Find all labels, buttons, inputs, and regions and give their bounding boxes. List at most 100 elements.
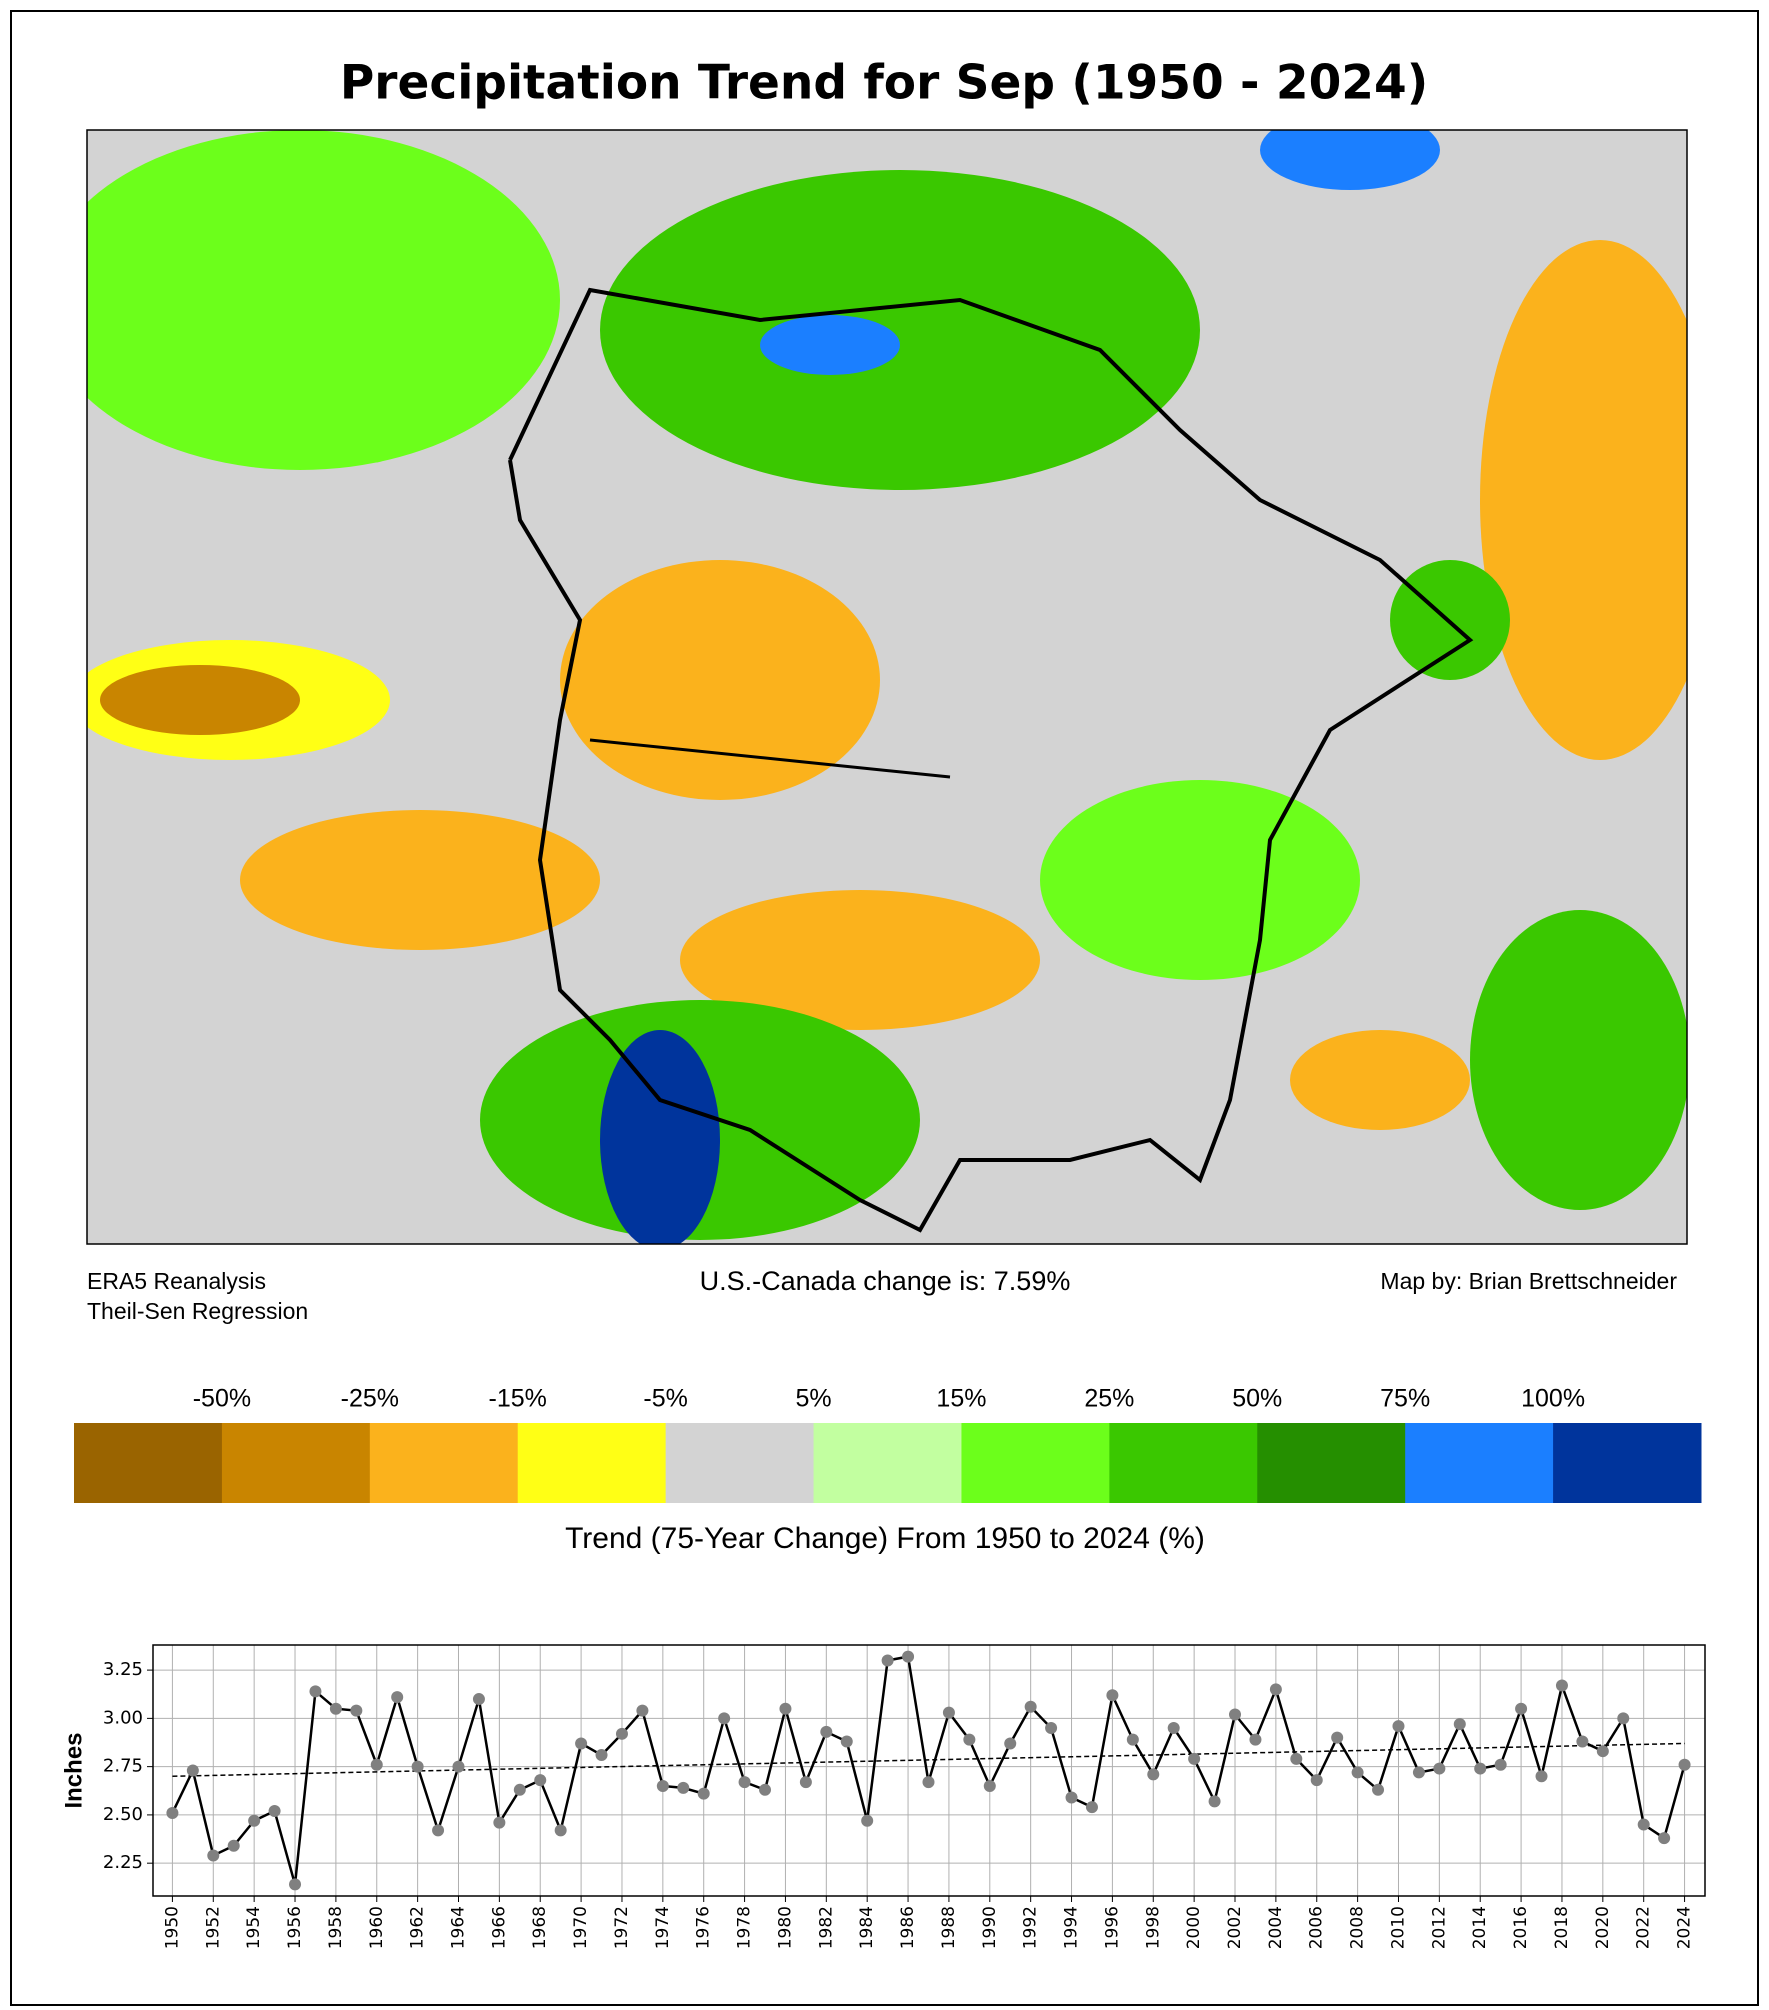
map-region [240,810,600,950]
y-tick-label: 3.25 [103,1659,143,1680]
x-tick-label: 2002 [1225,1906,1245,1949]
map-source: ERA5 Reanalysis [87,1268,266,1294]
data-point [452,1760,465,1773]
map-credit: Map by: Brian Brettschneider [1380,1268,1677,1294]
y-axis-label: Inches [60,1732,87,1808]
map-region [600,1030,720,1244]
colorbar-label: -50% [193,1385,251,1413]
data-point [1147,1768,1160,1781]
colorbar-swatch [813,1423,962,1503]
x-tick-label: 2008 [1348,1906,1368,1949]
data-point [1372,1783,1385,1796]
x-tick-label: 2020 [1593,1906,1613,1949]
map-region [1040,780,1360,980]
data-point [1126,1733,1139,1746]
data-point [1494,1758,1507,1771]
x-tick-label: 1952 [203,1906,223,1949]
data-point [963,1733,976,1746]
data-point [493,1816,506,1829]
data-point [411,1760,424,1773]
y-tick-label: 2.75 [103,1756,143,1777]
data-point [1637,1818,1650,1831]
data-point [1167,1722,1180,1735]
x-tick-label: 2014 [1470,1906,1490,1949]
border-line [589,738,951,779]
data-point [1310,1774,1323,1787]
data-point [636,1704,649,1717]
x-tick-label: 1950 [162,1906,182,1949]
data-point [1412,1766,1425,1779]
data-point [186,1764,199,1777]
line-chart: 2.25 2.50 2.75 3.00 3.25 1950 1952 1954 1956 1958… [60,1644,1706,1949]
data-point [1576,1735,1589,1748]
x-tick-label: 1964 [448,1906,468,1949]
x-tick-label: 2024 [1675,1906,1695,1949]
x-tick-label: 1966 [489,1906,509,1949]
data-point [289,1878,302,1891]
colorbar-swatch [517,1423,667,1503]
data-point [1351,1766,1364,1779]
x-tick-label: 1978 [735,1906,755,1949]
map-region [680,890,1040,1030]
x-tick-label: 2022 [1634,1906,1654,1949]
map-region [1290,1030,1470,1130]
data-point [615,1727,628,1740]
colorbar-label: -5% [643,1385,687,1413]
data-point [1617,1712,1630,1725]
data-point [1208,1795,1221,1808]
data-point [1535,1770,1548,1783]
data-point [1106,1689,1119,1702]
x-tick-label: 1954 [244,1906,264,1949]
colorbar-swatch [1405,1423,1554,1503]
x-tick-label: 1984 [857,1906,877,1949]
data-point [718,1712,731,1725]
x-tick-label: 1982 [816,1906,836,1949]
data-point [227,1839,240,1852]
colorbar-label: 75% [1380,1385,1430,1413]
data-point [779,1702,792,1715]
x-tick-label: 1990 [980,1906,1000,1949]
colorbar-label: 5% [795,1385,831,1413]
colorbar: -50% -25% -15% -5% 5% 15% 25% 50% 75% 100% [74,1385,1702,1503]
x-tick-label: 2000 [1184,1906,1204,1949]
x-tick-label: 1992 [1021,1906,1041,1949]
x-tick-label: 2018 [1552,1906,1572,1949]
data-point [166,1806,179,1819]
coastline [508,287,1474,1233]
colorbar-swatch [1553,1423,1702,1503]
x-tick-label: 1956 [285,1906,305,1949]
colorbar-swatch [369,1423,519,1503]
colorbar-label: 100% [1521,1385,1585,1413]
data-point [309,1685,322,1698]
data-point [1453,1718,1466,1731]
data-point [881,1654,894,1667]
data-point [1290,1752,1303,1765]
colorbar-swatch [1109,1423,1258,1503]
data-point [1249,1733,1262,1746]
y-tick-label: 3.00 [103,1707,143,1728]
data-point [248,1814,261,1827]
data-point [799,1776,812,1789]
data-point [1596,1745,1609,1758]
data-point [534,1774,547,1787]
colorbar-swatch [961,1423,1110,1503]
map-region [1260,130,1440,190]
data-point [1658,1832,1671,1845]
colorbar-label: 50% [1232,1385,1282,1413]
x-tick-label: 2016 [1511,1906,1531,1949]
x-tick-label: 1976 [694,1906,714,1949]
x-tick-label: 1968 [530,1906,550,1949]
data-point [1515,1702,1528,1715]
data-point [1229,1708,1242,1721]
map-method: Theil-Sen Regression [87,1298,308,1324]
data-point [575,1737,588,1750]
y-tick-label: 2.25 [103,1852,143,1873]
x-tick-label: 1958 [326,1906,346,1949]
data-point [902,1650,915,1663]
plot-frame [152,1644,1706,1897]
title: Precipitation Trend for Sep (1950 - 2024… [340,56,1428,111]
colorbar-label: 15% [936,1385,986,1413]
data-point [472,1693,485,1706]
x-tick-label: 1970 [571,1906,591,1949]
